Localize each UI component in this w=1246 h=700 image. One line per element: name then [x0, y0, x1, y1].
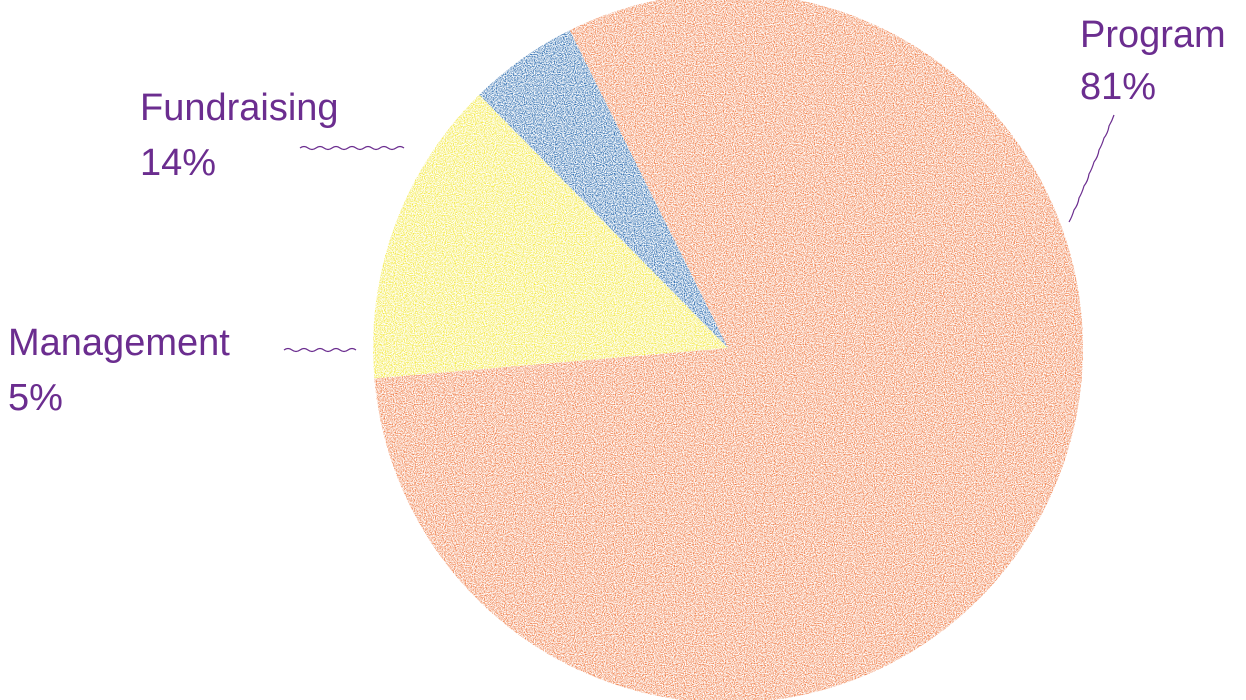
management-leader-line — [283, 347, 357, 353]
program-value-label: 81% — [1080, 66, 1156, 108]
program-label: Program — [1080, 14, 1226, 56]
pie-slices — [373, 0, 1083, 700]
fundraising-value-label: 14% — [140, 142, 216, 184]
management-value-label: 5% — [8, 377, 63, 419]
pie-slice-program — [374, 0, 1083, 700]
pie-slice-fundraising — [373, 94, 728, 379]
pie-slice-management — [479, 30, 728, 349]
fundraising-label: Fundraising — [140, 87, 339, 129]
management-label: Management — [8, 322, 230, 364]
program-leader-line — [1068, 114, 1115, 223]
fundraising-leader-line — [299, 145, 405, 151]
